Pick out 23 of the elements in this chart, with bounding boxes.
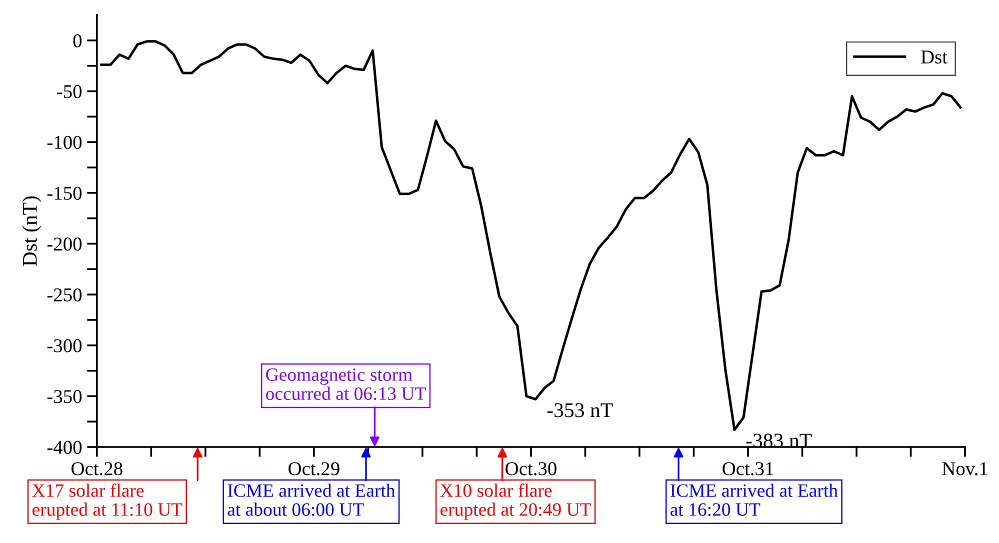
x-tick-label: Nov.1 [942, 462, 988, 476]
y-tick-label: -300 [47, 339, 82, 352]
y-tick-label: -350 [47, 390, 82, 404]
line-series [100, 40, 962, 431]
y-tick-label: -50 [57, 85, 82, 98]
x-tick-label: Oct.28 [72, 462, 122, 476]
y-tick-label: -400 [47, 440, 82, 454]
y-tick-label: -200 [47, 238, 82, 251]
y-tick-label: -150 [47, 186, 82, 200]
text: ICME arrived at Earth at 16:20 UT [670, 484, 838, 516]
x-tick-label: Oct.30 [506, 462, 556, 476]
annotation: -353 nT [547, 403, 613, 418]
y-tick-label: -250 [47, 288, 82, 302]
y-tick-label: 0 [73, 34, 82, 48]
text: X17 solar flare erupted at 11:10 UT [32, 484, 182, 520]
annotation: Geomagnetic storm occurred at 06:13 UT [266, 368, 426, 400]
text: ICME arrived at Earth at about 06:00 UT [228, 484, 396, 516]
y-axis-title: Dst (nT) [22, 196, 42, 266]
x-tick-label: Oct.31 [722, 462, 774, 476]
text: X10 solar flare erupted at 20:49 UT [440, 484, 592, 520]
x-tick-label: Oct.29 [288, 462, 340, 476]
y-tick-label: -100 [47, 136, 82, 149]
legend-label: Dst [921, 50, 948, 64]
